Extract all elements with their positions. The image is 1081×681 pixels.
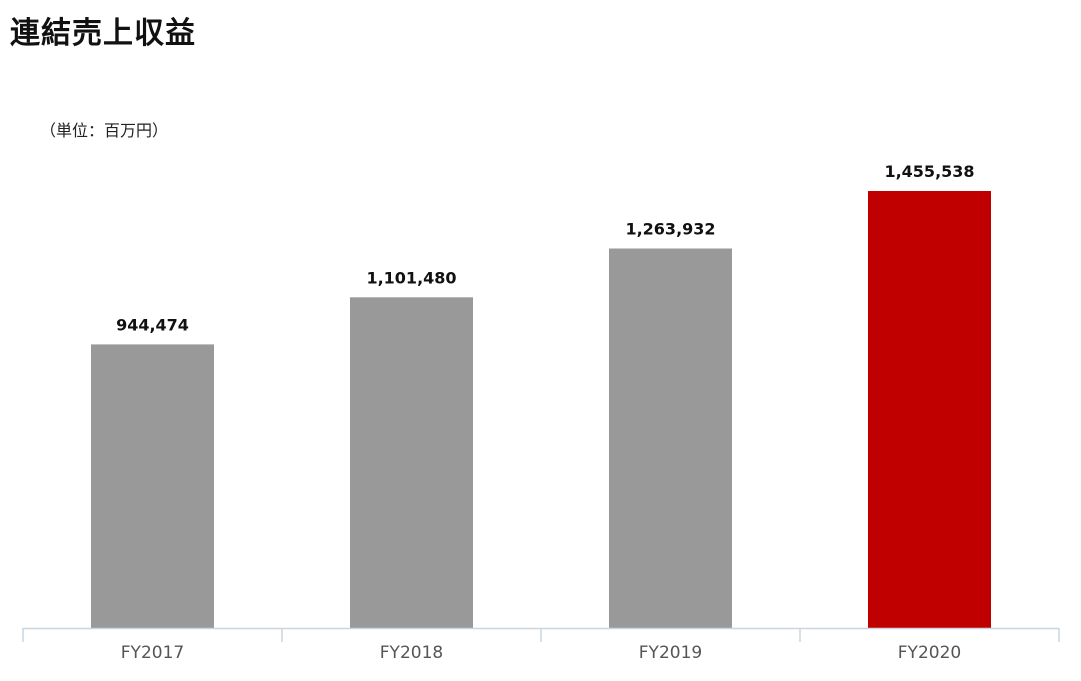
- value-label-fy2019: 1,263,932: [625, 220, 715, 239]
- x-tick-label-fy2020: FY2020: [898, 643, 961, 663]
- x-tick-labels-group: FY2017 FY2018 FY2019 FY2020: [121, 643, 961, 663]
- chart-title: 連結売上収益: [10, 16, 196, 51]
- bars-group: [91, 191, 991, 628]
- x-tick-label-fy2019: FY2019: [639, 643, 702, 663]
- unit-label: （単位：百万円）: [40, 121, 169, 140]
- x-tick-label-fy2017: FY2017: [121, 643, 184, 663]
- value-label-fy2018: 1,101,480: [366, 268, 456, 287]
- value-label-fy2017: 944,474: [116, 315, 189, 334]
- value-labels-group: 944,474 1,101,480 1,263,932 1,455,538: [116, 162, 974, 334]
- value-label-fy2020: 1,455,538: [884, 162, 974, 181]
- x-axis: [22, 627, 1060, 642]
- bar-fy2018: [350, 297, 473, 628]
- x-tick-label-fy2018: FY2018: [380, 643, 443, 663]
- bar-fy2017: [91, 344, 214, 628]
- bar-fy2020: [868, 191, 991, 628]
- bar-fy2019: [609, 248, 732, 628]
